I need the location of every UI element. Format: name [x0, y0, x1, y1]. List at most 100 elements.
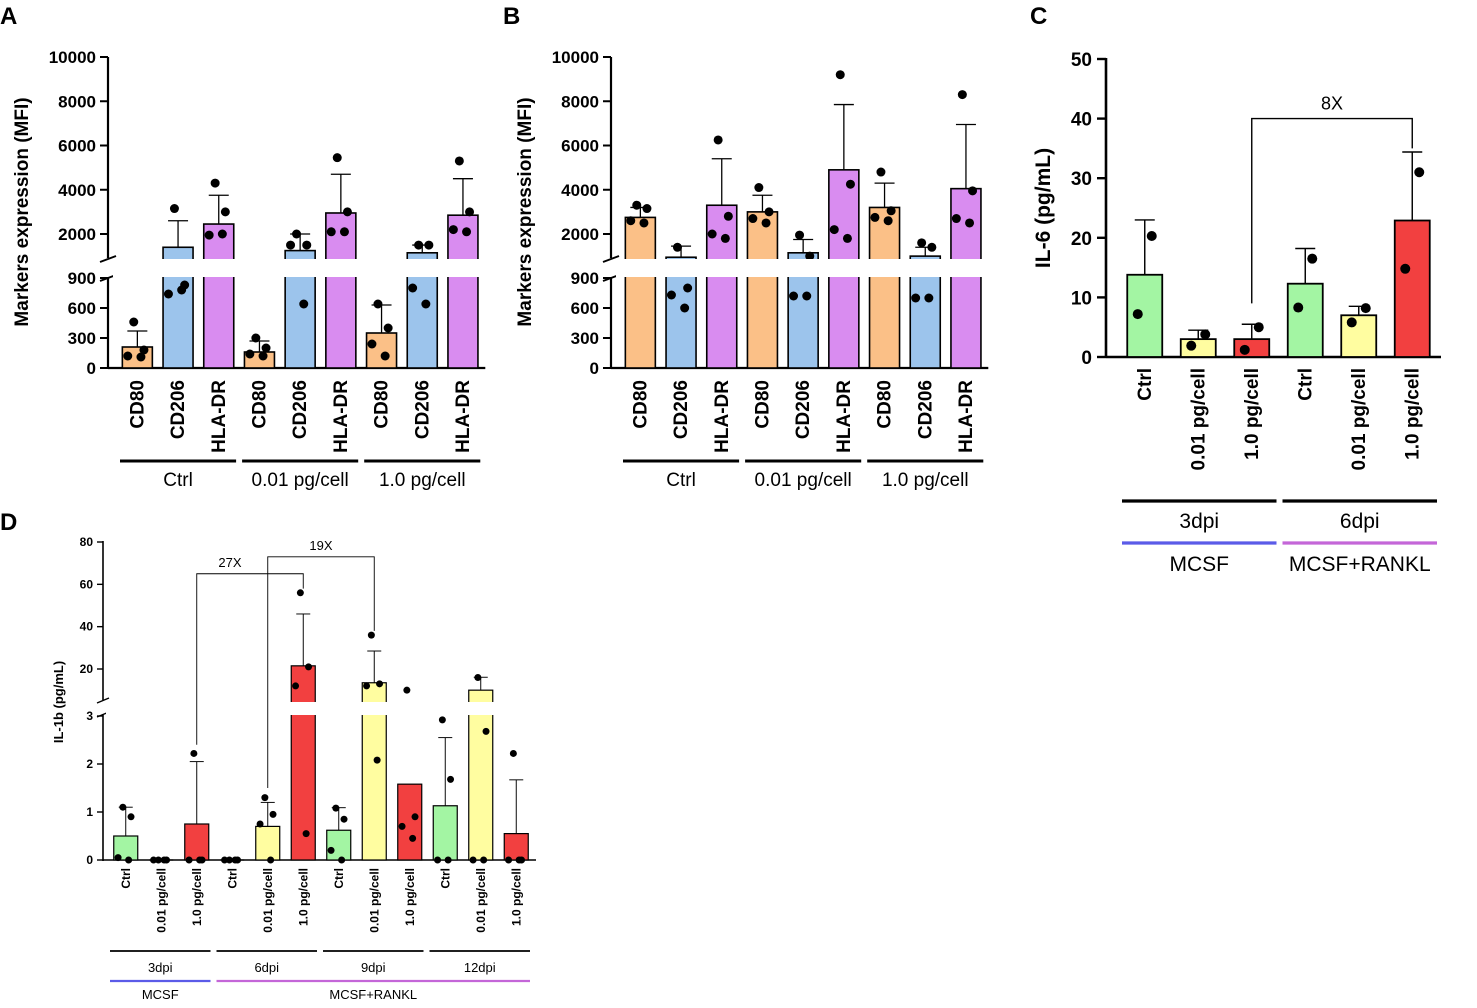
bar-D-6	[326, 829, 352, 861]
bar-B-6	[868, 206, 901, 369]
x-tick-label-A-3: CD80	[249, 380, 270, 429]
point-B-5-2	[829, 225, 839, 235]
point-A-3-0	[251, 333, 261, 343]
y-tick-label-upper-A-0: 2000	[58, 225, 96, 244]
x-tick-label-B-0: CD80	[630, 380, 651, 429]
y-tick-label-lower-B-1: 300	[571, 329, 599, 348]
bar-A-8	[447, 214, 479, 369]
point-D-1-2	[150, 856, 158, 864]
x-tick-label-A-0: CD80	[127, 380, 148, 429]
point-D-0-1	[127, 813, 135, 821]
point-D-10-3	[480, 856, 488, 864]
point-A-2-2	[204, 230, 214, 240]
panel-letter-A: A	[0, 3, 17, 30]
point-D-7-2	[363, 682, 371, 690]
group-A-label-0: Ctrl	[163, 470, 193, 491]
y-tick-label-lower-A-2: 600	[68, 299, 96, 318]
point-D-8-3	[409, 834, 417, 842]
group-B-label-1: 0.01 pg/cell	[755, 470, 852, 491]
y-axis-label-C: IL-6 (pg/mL)	[1032, 148, 1055, 268]
point-C-1-1	[1186, 340, 1197, 351]
point-A-7-1	[424, 240, 434, 250]
group-label-D-2: 9dpi	[361, 960, 386, 975]
point-B-6-0	[876, 167, 886, 177]
x-tick-label-A-4: CD206	[290, 380, 311, 439]
y-tick-label-upper-A-1: 4000	[58, 181, 96, 200]
point-D-10-2	[469, 856, 477, 864]
x-tick-label-A-6: CD80	[372, 380, 393, 429]
x-tick-label-A-8: HLA-DR	[453, 380, 474, 453]
x-tick-label-A-2: HLA-DR	[209, 380, 230, 453]
x-tick-label-B-2: HLA-DR	[712, 380, 733, 453]
point-A-5-3	[339, 227, 349, 237]
x-tick-label-B-3: CD80	[752, 380, 773, 429]
point-A-2-0	[210, 178, 220, 188]
axis-gap-band-D	[106, 702, 536, 715]
point-B-6-2	[870, 212, 880, 222]
point-D-3-2	[221, 856, 229, 864]
y-tick-label-upper-A-4: 10000	[49, 48, 96, 67]
group-label-C-0: 3dpi	[1179, 510, 1219, 533]
x-tick-label-C-5: 1.0 pg/cell	[1402, 368, 1423, 460]
point-C-2-1	[1239, 344, 1250, 355]
point-C-2-0	[1253, 322, 1264, 333]
y-axis-label-D: IL-1b (pg/mL)	[51, 661, 66, 743]
point-C-4-0	[1360, 303, 1371, 314]
x-tick-label-A-7: CD206	[412, 380, 433, 439]
significance-bracket-D-1	[267, 556, 375, 788]
point-A-3-1	[261, 343, 271, 353]
bar-B-3	[746, 211, 779, 369]
point-A-8-2	[448, 225, 458, 235]
point-B-6-3	[883, 216, 893, 226]
y-tick-label-lower-A-1: 300	[68, 329, 96, 348]
point-D-7-1	[376, 680, 384, 688]
y-tick-label-upper-A-3: 8000	[58, 92, 96, 111]
x-tick-label-D-5: 1.0 pg/cell	[296, 868, 310, 926]
point-D-1-0	[154, 856, 162, 864]
axis-gap-band-B	[616, 259, 989, 277]
condition-label-D-0: MCSF	[142, 987, 179, 1002]
point-A-1-3	[177, 285, 187, 295]
group-label-C-1: 6dpi	[1340, 510, 1380, 533]
point-D-7-0	[367, 631, 375, 639]
point-B-0-1	[642, 204, 652, 214]
point-C-0-1	[1132, 309, 1143, 320]
point-D-7-3	[373, 756, 381, 764]
group-A-label-1: 0.01 pg/cell	[252, 470, 349, 491]
point-D-4-1	[269, 810, 277, 818]
group-B-label-2: 1.0 pg/cell	[882, 470, 969, 491]
point-A-4-2	[286, 240, 296, 250]
point-C-4-1	[1346, 317, 1357, 328]
point-D-0-3	[125, 856, 133, 864]
point-B-7-1	[927, 242, 937, 252]
y-tick-label-upper-B-4: 10000	[552, 48, 599, 67]
point-A-6-2	[367, 339, 377, 349]
point-B-0-0	[632, 200, 642, 210]
y-tick-label-lower-B-3: 900	[571, 269, 599, 288]
x-tick-label-C-3: Ctrl	[1295, 368, 1316, 401]
point-A-7-0	[414, 240, 424, 250]
x-tick-label-D-1: 0.01 pg/cell	[154, 868, 168, 933]
point-D-10-0	[474, 673, 482, 681]
x-tick-label-B-6: CD80	[875, 380, 896, 429]
x-tick-label-D-3: Ctrl	[225, 868, 239, 889]
y-tick-label-lower-D-3: 3	[86, 709, 93, 723]
point-D-2-0	[190, 749, 198, 757]
point-B-1-3	[680, 303, 690, 313]
y-tick-label-C-1: 10	[1071, 288, 1092, 309]
point-C-3-1	[1293, 302, 1304, 313]
condition-label-D-1: MCSF+RANKL	[329, 987, 417, 1002]
point-C-1-0	[1200, 329, 1211, 340]
x-tick-label-B-1: CD206	[671, 380, 692, 439]
point-B-7-0	[917, 238, 927, 248]
point-D-2-3	[196, 856, 204, 864]
y-tick-label-lower-D-1: 1	[86, 805, 93, 819]
y-axis-label-A: Markers expression (MFI)	[12, 97, 33, 326]
x-tick-label-C-0: Ctrl	[1135, 368, 1156, 401]
bar-D-9	[432, 805, 458, 861]
x-tick-label-D-9: Ctrl	[438, 868, 452, 889]
point-A-8-0	[454, 156, 464, 166]
point-B-5-3	[842, 233, 852, 243]
